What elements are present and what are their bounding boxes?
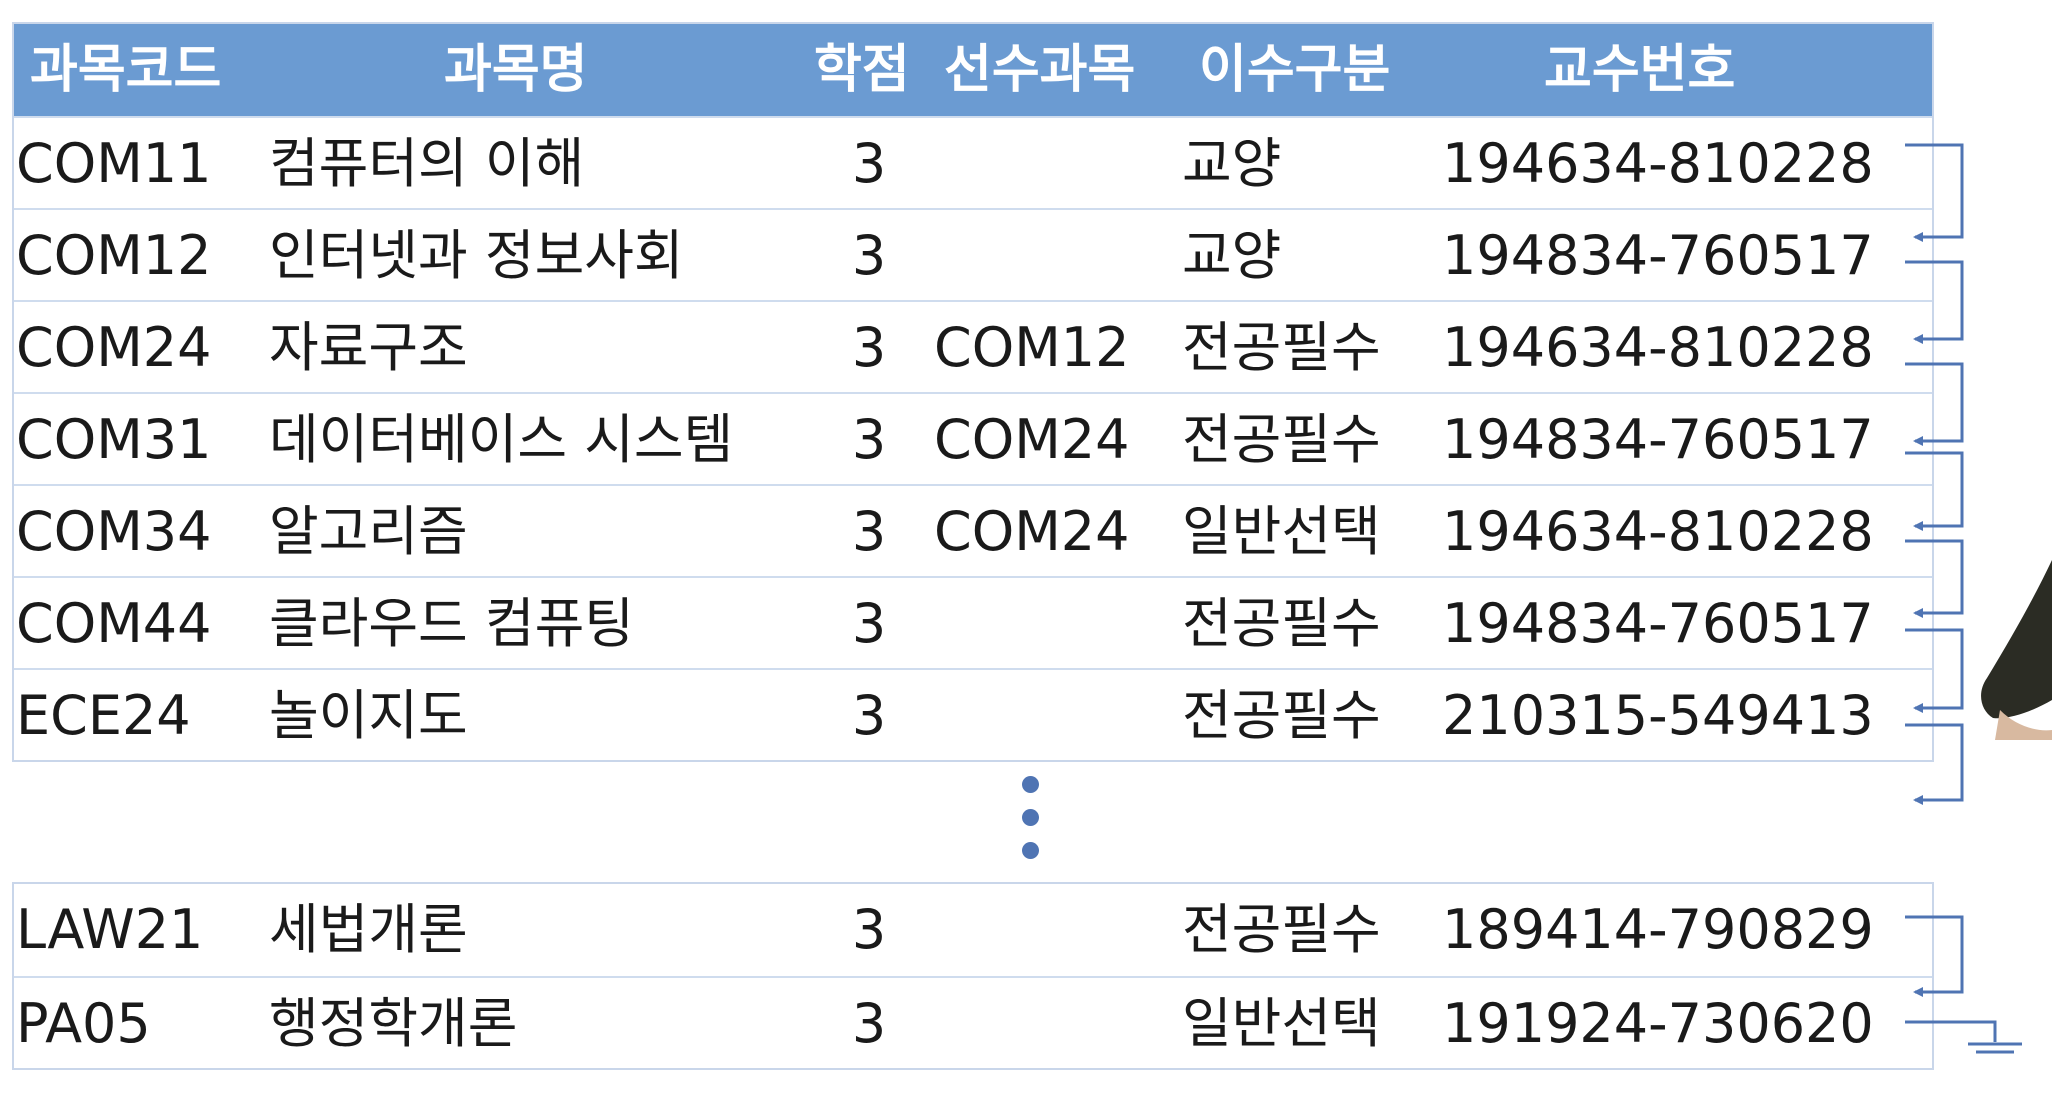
professor-id-cell: 194834-760517: [1442, 408, 1874, 471]
header-professor-id: 교수번호: [1544, 40, 1736, 100]
professor-id-cell: 194634-810228: [1442, 316, 1874, 379]
course-type-cell: 일반선택: [1182, 992, 1381, 1055]
course-type-cell: 전공필수: [1182, 898, 1381, 961]
credit-cell: 3: [851, 500, 887, 563]
course-code-cell: ECE24: [16, 684, 191, 747]
table-row: COM11 컴퓨터의 이해 3 교양 194634-810228: [14, 116, 1932, 208]
course-type-cell: 전공필수: [1182, 316, 1381, 379]
course-name-cell: 놀이지도: [269, 684, 468, 747]
course-type-cell: 교양: [1182, 132, 1282, 195]
credit-cell: 3: [851, 684, 887, 747]
table-row: ECE24 놀이지도 3 전공필수 210315-549413: [14, 668, 1932, 760]
pointer-stick-icon: [1981, 560, 2052, 740]
professor-id-cell: 194634-810228: [1442, 132, 1874, 195]
header-credit: 학점: [814, 40, 910, 100]
header-course-code: 과목코드: [30, 40, 222, 100]
course-name-cell: 인터넷과 정보사회: [269, 224, 684, 287]
credit-cell: 3: [851, 898, 887, 961]
course-name-cell: 데이터베이스 시스템: [269, 408, 734, 471]
header-course-type: 이수구분: [1199, 40, 1391, 100]
header-prerequisite: 선수과목: [944, 40, 1136, 100]
course-table-top: 과목코드 과목명 학점 선수과목 이수구분 교수번호 COM11 컴퓨터의 이해…: [12, 22, 1934, 762]
course-table-bottom: LAW21 세법개론 3 전공필수 189414-790829 PA05 행정학…: [12, 882, 1934, 1070]
header-course-name: 과목명: [444, 40, 588, 100]
table-row: PA05 행정학개론 3 일반선택 191924-730620: [14, 976, 1932, 1068]
credit-cell: 3: [851, 992, 887, 1055]
course-code-cell: COM12: [16, 224, 212, 287]
ellipsis-dot: [1022, 842, 1039, 859]
professor-id-cell: 194634-810228: [1442, 500, 1874, 563]
professor-id-cell: 189414-790829: [1442, 898, 1874, 961]
prerequisite-cell: COM24: [934, 408, 1130, 471]
table-row: COM34 알고리즘 3 COM24 일반선택 194634-810228: [14, 484, 1932, 576]
course-code-cell: PA05: [16, 992, 151, 1055]
table-header-row: 과목코드 과목명 학점 선수과목 이수구분 교수번호: [14, 24, 1932, 116]
credit-cell: 3: [851, 132, 887, 195]
course-code-cell: COM11: [16, 132, 212, 195]
table-row: COM31 데이터베이스 시스템 3 COM24 전공필수 194834-760…: [14, 392, 1932, 484]
course-code-cell: COM34: [16, 500, 212, 563]
course-type-cell: 교양: [1182, 224, 1282, 287]
course-type-cell: 전공필수: [1182, 684, 1381, 747]
course-code-cell: LAW21: [16, 898, 204, 961]
course-type-cell: 전공필수: [1182, 408, 1381, 471]
credit-cell: 3: [851, 224, 887, 287]
ellipsis-dot: [1022, 776, 1039, 793]
course-type-cell: 일반선택: [1182, 500, 1381, 563]
course-name-cell: 자료구조: [269, 316, 468, 379]
credit-cell: 3: [851, 316, 887, 379]
prerequisite-cell: COM24: [934, 500, 1130, 563]
course-type-cell: 전공필수: [1182, 592, 1381, 655]
table-row: COM44 클라우드 컴퓨팅 3 전공필수 194834-760517: [14, 576, 1932, 668]
course-code-cell: COM31: [16, 408, 212, 471]
course-name-cell: 클라우드 컴퓨팅: [269, 592, 634, 655]
prerequisite-cell: COM12: [934, 316, 1130, 379]
credit-cell: 3: [851, 408, 887, 471]
course-code-cell: COM44: [16, 592, 212, 655]
professor-id-cell: 194834-760517: [1442, 224, 1874, 287]
professor-id-cell: 191924-730620: [1442, 992, 1874, 1055]
table-row: LAW21 세법개론 3 전공필수 189414-790829: [14, 884, 1932, 976]
vertical-ellipsis-icon: [1022, 776, 1042, 866]
table-row: COM12 인터넷과 정보사회 3 교양 194834-760517: [14, 208, 1932, 300]
credit-cell: 3: [851, 592, 887, 655]
course-name-cell: 컴퓨터의 이해: [269, 132, 585, 195]
ellipsis-dot: [1022, 809, 1039, 826]
professor-id-cell: 210315-549413: [1442, 684, 1874, 747]
professor-id-cell: 194834-760517: [1442, 592, 1874, 655]
course-name-cell: 행정학개론: [269, 992, 518, 1055]
course-name-cell: 알고리즘: [269, 500, 468, 563]
course-code-cell: COM24: [16, 316, 212, 379]
table-row: COM24 자료구조 3 COM12 전공필수 194634-810228: [14, 300, 1932, 392]
course-name-cell: 세법개론: [269, 898, 468, 961]
